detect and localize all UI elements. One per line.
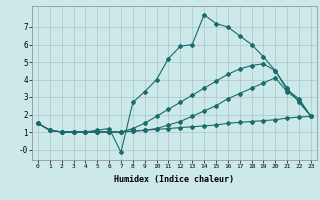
X-axis label: Humidex (Indice chaleur): Humidex (Indice chaleur) xyxy=(115,175,234,184)
